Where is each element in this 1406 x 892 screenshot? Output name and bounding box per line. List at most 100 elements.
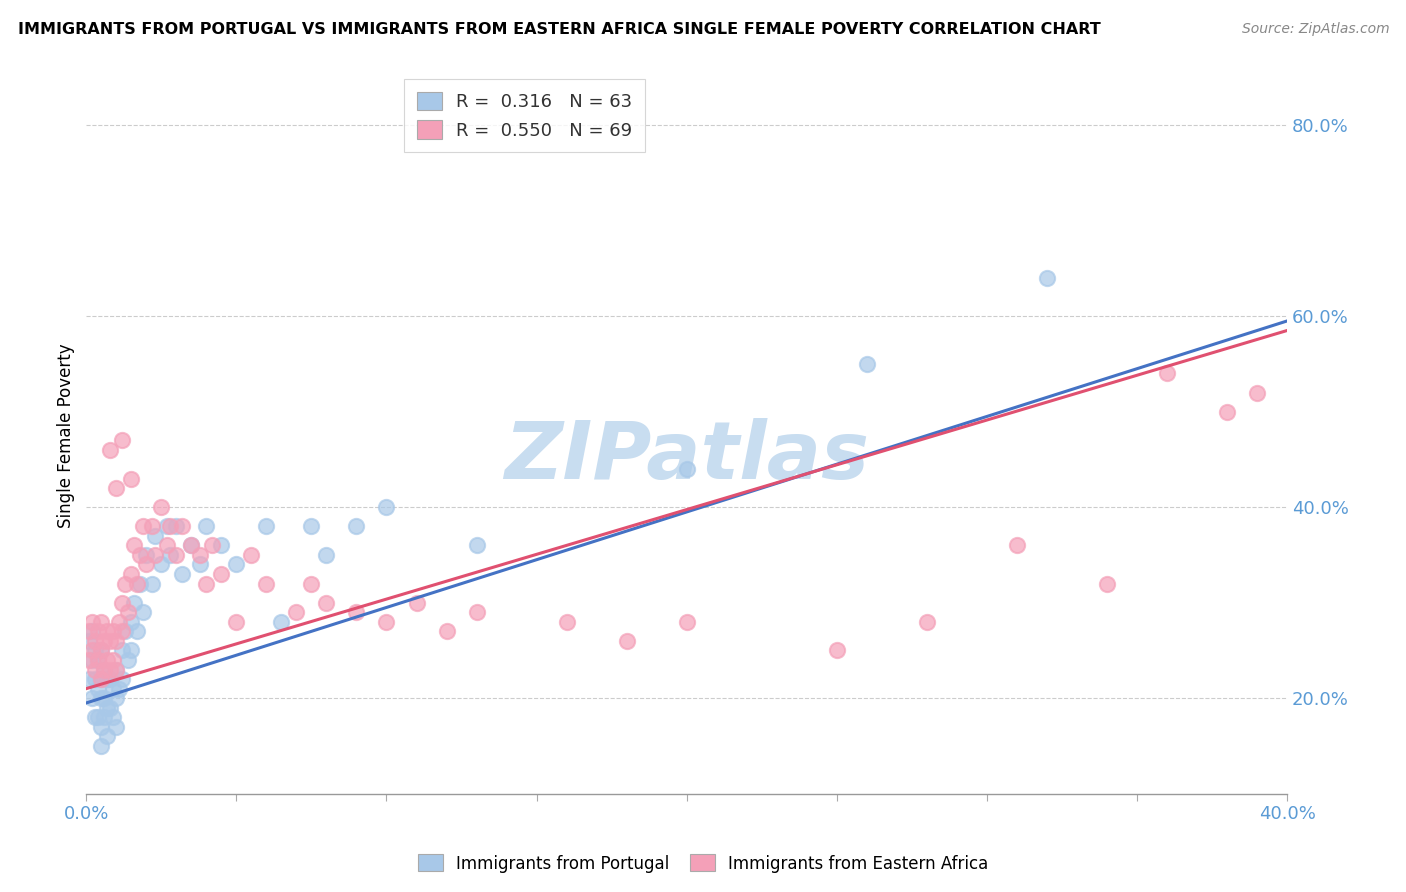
Point	[124, 538, 146, 552]
Point	[108, 615, 131, 629]
Point	[301, 576, 323, 591]
Point	[129, 548, 152, 562]
Point	[90, 643, 112, 657]
Point	[111, 624, 134, 639]
Point	[87, 653, 110, 667]
Point	[90, 643, 112, 657]
Point	[132, 519, 155, 533]
Point	[465, 605, 488, 619]
Point	[98, 672, 121, 686]
Point	[1005, 538, 1028, 552]
Point	[1246, 385, 1268, 400]
Point	[111, 643, 134, 657]
Point	[103, 653, 125, 667]
Point	[141, 519, 163, 533]
Point	[555, 615, 578, 629]
Point	[254, 519, 277, 533]
Point	[111, 596, 134, 610]
Point	[156, 538, 179, 552]
Point	[90, 739, 112, 753]
Point	[105, 633, 128, 648]
Point	[315, 548, 337, 562]
Point	[375, 500, 398, 515]
Point	[82, 624, 104, 639]
Point	[285, 605, 308, 619]
Point	[90, 672, 112, 686]
Point	[105, 481, 128, 495]
Point	[201, 538, 224, 552]
Point	[84, 672, 107, 686]
Point	[240, 548, 263, 562]
Point	[195, 576, 218, 591]
Point	[150, 500, 173, 515]
Point	[135, 558, 157, 572]
Point	[84, 633, 107, 648]
Point	[120, 471, 142, 485]
Point	[156, 519, 179, 533]
Point	[108, 681, 131, 696]
Point	[90, 720, 112, 734]
Point	[1095, 576, 1118, 591]
Point	[82, 615, 104, 629]
Point	[346, 519, 368, 533]
Point	[84, 663, 107, 677]
Point	[1156, 367, 1178, 381]
Point	[436, 624, 458, 639]
Point	[315, 596, 337, 610]
Legend: R =  0.316   N = 63, R =  0.550   N = 69: R = 0.316 N = 63, R = 0.550 N = 69	[404, 79, 645, 153]
Point	[96, 672, 118, 686]
Point	[117, 653, 139, 667]
Point	[190, 558, 212, 572]
Legend: Immigrants from Portugal, Immigrants from Eastern Africa: Immigrants from Portugal, Immigrants fro…	[411, 847, 995, 880]
Point	[124, 596, 146, 610]
Point	[105, 663, 128, 677]
Y-axis label: Single Female Poverty: Single Female Poverty	[58, 343, 75, 528]
Point	[87, 710, 110, 724]
Point	[96, 700, 118, 714]
Point	[93, 663, 115, 677]
Point	[190, 548, 212, 562]
Point	[98, 663, 121, 677]
Point	[159, 519, 181, 533]
Point	[225, 615, 247, 629]
Point	[82, 691, 104, 706]
Point	[132, 605, 155, 619]
Point	[150, 558, 173, 572]
Point	[93, 710, 115, 724]
Point	[103, 681, 125, 696]
Point	[616, 633, 638, 648]
Point	[79, 672, 101, 686]
Point	[120, 615, 142, 629]
Point	[141, 576, 163, 591]
Point	[172, 519, 194, 533]
Point	[405, 596, 427, 610]
Point	[84, 710, 107, 724]
Point	[90, 691, 112, 706]
Point	[172, 567, 194, 582]
Point	[209, 567, 232, 582]
Point	[117, 605, 139, 619]
Point	[225, 558, 247, 572]
Point	[165, 519, 187, 533]
Point	[90, 672, 112, 686]
Point	[79, 653, 101, 667]
Point	[114, 576, 136, 591]
Point	[209, 538, 232, 552]
Point	[120, 567, 142, 582]
Text: Source: ZipAtlas.com: Source: ZipAtlas.com	[1241, 22, 1389, 37]
Point	[98, 700, 121, 714]
Point	[675, 462, 697, 476]
Point	[98, 442, 121, 457]
Text: IMMIGRANTS FROM PORTUGAL VS IMMIGRANTS FROM EASTERN AFRICA SINGLE FEMALE POVERTY: IMMIGRANTS FROM PORTUGAL VS IMMIGRANTS F…	[18, 22, 1101, 37]
Point	[856, 357, 879, 371]
Point	[825, 643, 848, 657]
Point	[87, 681, 110, 696]
Point	[103, 624, 125, 639]
Point	[143, 529, 166, 543]
Point	[143, 548, 166, 562]
Point	[270, 615, 292, 629]
Point	[87, 624, 110, 639]
Point	[127, 576, 149, 591]
Point	[135, 548, 157, 562]
Point	[129, 576, 152, 591]
